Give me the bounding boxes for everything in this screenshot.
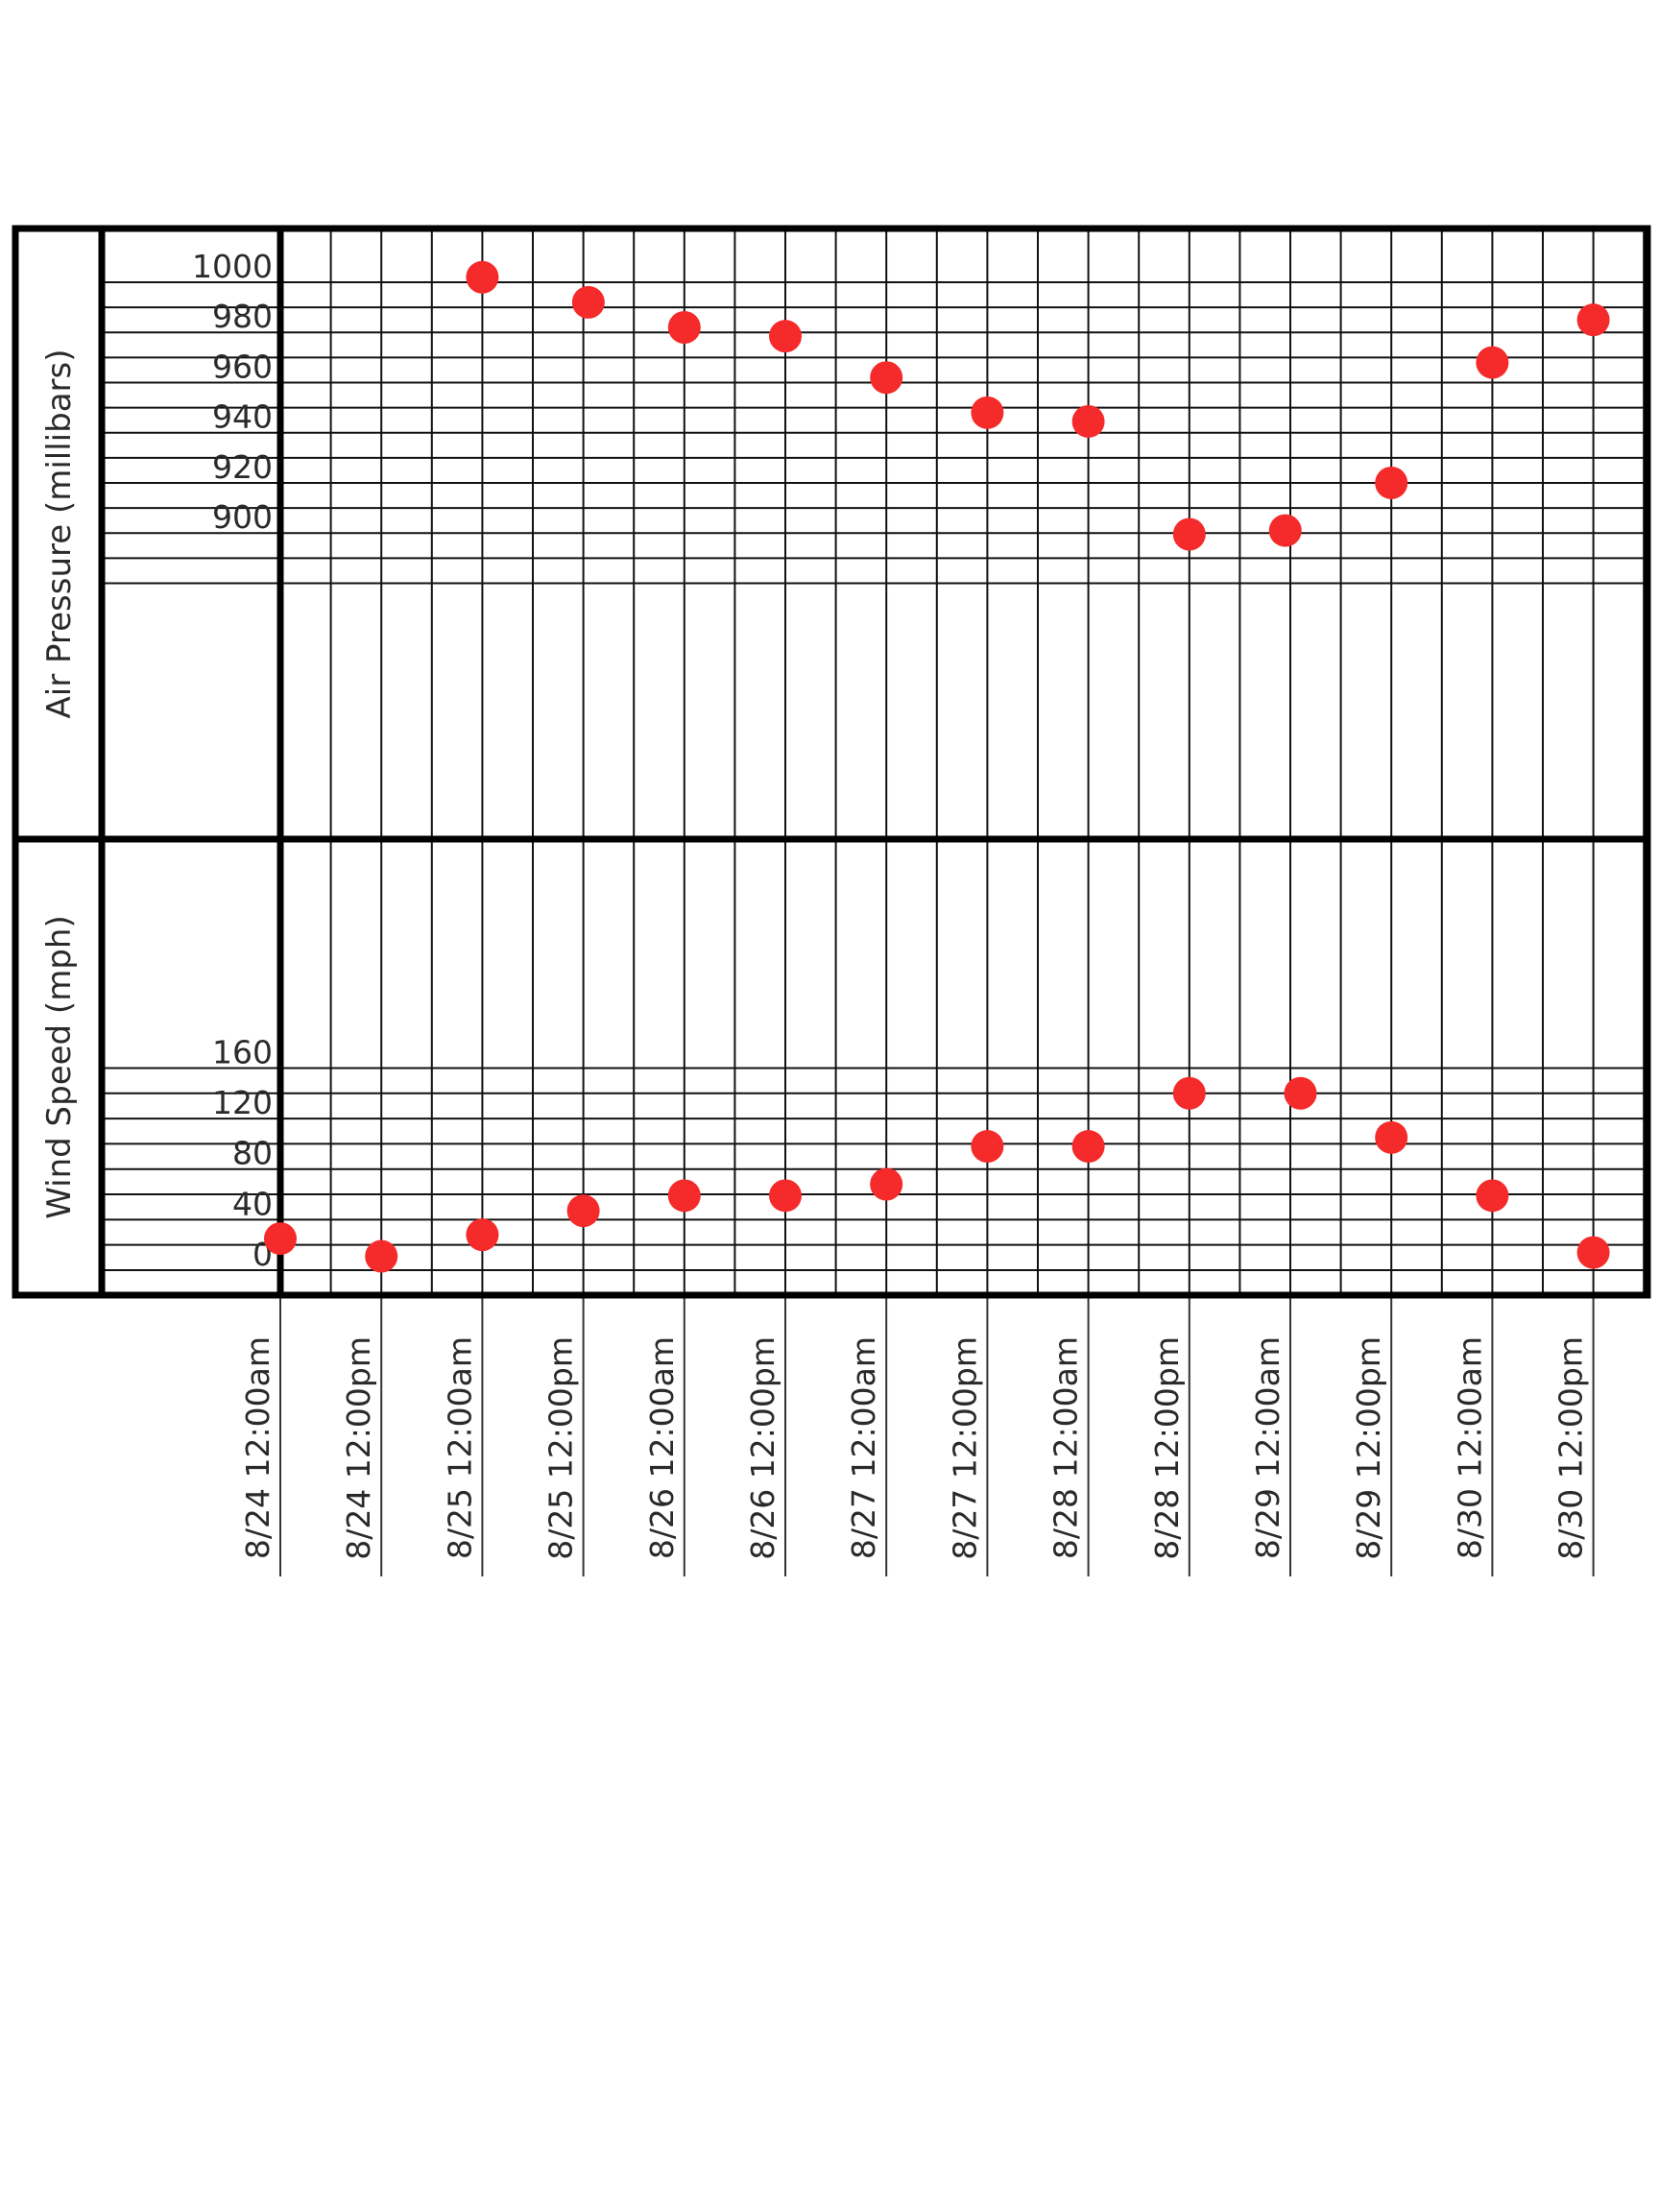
pressure-point: [667, 311, 701, 345]
x-tick-label: 8/24 12:00pm: [340, 1336, 377, 1560]
pressure-point: [1172, 517, 1206, 551]
wind-speed-point: [1172, 1076, 1206, 1110]
x-tick-label: 8/25 12:00pm: [542, 1336, 580, 1560]
chart-labels: 900 920 940 960 980 1000 Air Pressure (milliba…: [40, 248, 1590, 1560]
chart-axes: [12, 225, 1651, 1299]
x-tick-label: 8/27 12:00am: [845, 1336, 882, 1559]
wind-speed-point: [971, 1130, 1004, 1164]
wind-speed-point: [466, 1218, 499, 1252]
x-tick-label: 8/29 12:00pm: [1350, 1336, 1387, 1560]
x-tick-label: 8/30 12:00pm: [1552, 1336, 1590, 1560]
pressure-point: [971, 396, 1004, 429]
x-tick-label: 8/24 12:00am: [239, 1336, 276, 1559]
chart-frame: [12, 225, 1651, 1299]
pressure-point: [769, 320, 802, 353]
wind-speed-point: [1476, 1179, 1509, 1213]
x-tick-label: 8/26 12:00pm: [744, 1336, 781, 1560]
x-tick-label: 8/28 12:00pm: [1148, 1336, 1186, 1560]
y-tick-label: 160: [212, 1033, 273, 1070]
air-pressure-axis-title: Air Pressure (millibars): [40, 349, 79, 718]
x-tick-label: 8/28 12:00am: [1047, 1336, 1085, 1559]
wind-speed-point: [1071, 1130, 1105, 1164]
y-tick-label: 120: [212, 1084, 273, 1121]
wind-speed-point: [870, 1167, 903, 1201]
y-tick-label: 1000: [192, 248, 273, 285]
pressure-point: [1576, 303, 1610, 337]
y-tick-label: 960: [212, 348, 273, 385]
pressure-point: [571, 285, 605, 319]
wind-speed-point: [365, 1239, 398, 1273]
x-tick-label: 8/25 12:00am: [441, 1336, 478, 1559]
pressure-point: [466, 260, 499, 294]
wind-speed-point: [1284, 1076, 1317, 1110]
pressure-point: [1071, 404, 1105, 438]
x-tick-label: 8/26 12:00am: [643, 1336, 681, 1559]
x-tick-label: 8/30 12:00am: [1451, 1336, 1488, 1559]
x-tick-label: 8/27 12:00pm: [946, 1336, 983, 1560]
y-tick-label: 980: [212, 298, 273, 335]
y-tick-label: 80: [232, 1135, 273, 1172]
wind-speed-axis-title: Wind Speed (mph): [40, 915, 79, 1218]
pressure-point: [870, 361, 903, 395]
pressure-point: [1375, 466, 1408, 499]
pressure-point: [1476, 346, 1509, 379]
wind-speed-point: [566, 1194, 600, 1228]
y-tick-label: 900: [212, 498, 273, 536]
wind-speed-point: [1576, 1236, 1610, 1269]
wind-speed-point: [667, 1179, 701, 1213]
y-tick-label: 940: [212, 398, 273, 436]
wind-speed-point: [769, 1179, 802, 1213]
wind-speed-point: [1375, 1120, 1408, 1154]
y-tick-label: 40: [232, 1185, 273, 1222]
pressure-point: [1268, 514, 1302, 547]
y-tick-label: 920: [212, 448, 273, 486]
chart-points: [264, 260, 1610, 1273]
wind-speed-point: [264, 1222, 297, 1256]
chart-grid: [102, 228, 1647, 1576]
x-tick-label: 8/29 12:00am: [1249, 1336, 1286, 1559]
